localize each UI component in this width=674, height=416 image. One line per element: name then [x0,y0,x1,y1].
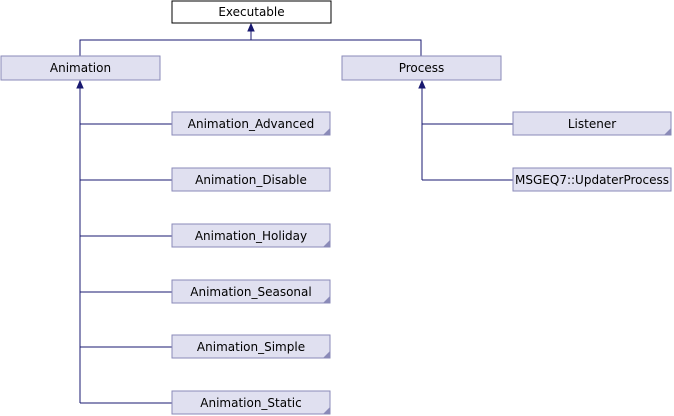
node-animation-seasonal[interactable]: Animation_Seasonal [171,279,331,304]
node-executable-label: Executable [218,5,284,19]
node-animation-simple[interactable]: Animation_Simple [171,334,331,359]
node-animation-static-label: Animation_Static [200,396,302,410]
node-animation-disable[interactable]: Animation_Disable [171,167,331,192]
arrowhead-process [418,79,426,89]
edges [79,28,513,404]
node-animation-advanced-label: Animation_Advanced [188,117,314,131]
node-listener-label: Listener [568,117,616,131]
arrowhead-animation [76,79,84,89]
node-executable[interactable]: Executable [171,0,332,24]
node-animation-simple-label: Animation_Simple [197,340,305,354]
node-animation-holiday-label: Animation_Holiday [195,229,307,243]
node-listener[interactable]: Listener [512,111,672,136]
edge-process-to-executable [251,39,422,56]
node-animation-static[interactable]: Animation_Static [171,390,331,415]
node-animation-advanced[interactable]: Animation_Advanced [171,111,331,136]
node-updater-process[interactable]: MSGEQ7::UpdaterProcess [512,167,672,192]
edge-animation-to-executable [79,28,252,56]
node-process[interactable]: Process [341,55,502,81]
node-animation-label: Animation [50,61,111,75]
node-animation-holiday[interactable]: Animation_Holiday [171,223,331,248]
node-animation[interactable]: Animation [0,55,161,81]
node-animation-seasonal-label: Animation_Seasonal [190,285,311,299]
node-animation-disable-label: Animation_Disable [195,173,307,187]
arrowhead-executable [247,22,255,32]
node-process-label: Process [399,61,445,75]
node-updater-process-label: MSGEQ7::UpdaterProcess [515,173,669,187]
arrowheads [76,22,426,89]
